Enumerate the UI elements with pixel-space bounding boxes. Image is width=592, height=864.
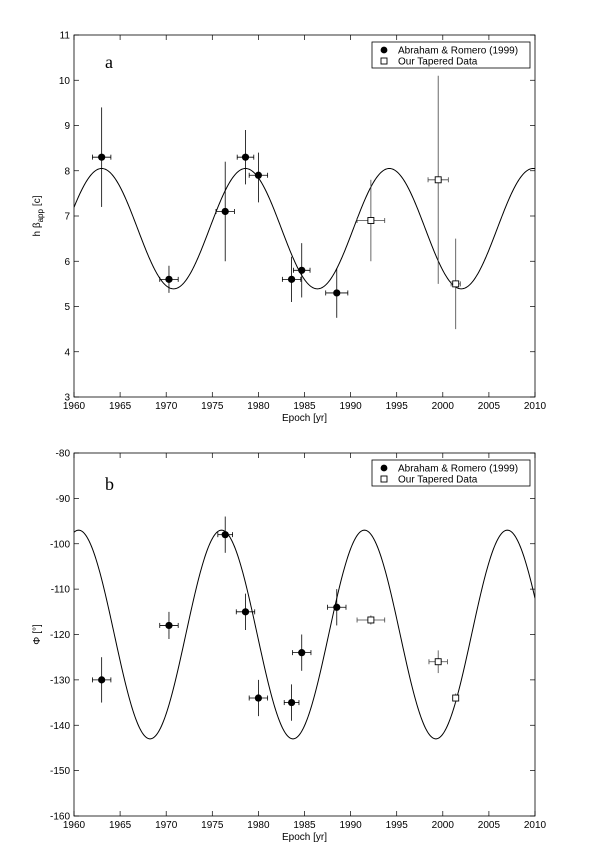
- y-axis-label-main: h β: [32, 222, 43, 236]
- data-point-abraham-romero: [287, 275, 296, 283]
- y-tick-label: 8: [64, 166, 70, 177]
- data-point-abraham-romero: [241, 608, 250, 616]
- y-axis-label: Φ [°]: [32, 624, 43, 645]
- y-axis-label-main: Φ: [32, 637, 43, 645]
- x-tick-label: 1990: [339, 401, 362, 412]
- x-tick-label: 1995: [386, 820, 409, 831]
- data-point-abraham-romero: [165, 275, 173, 283]
- y-tick-label: 7: [64, 212, 70, 223]
- y-tick-label: 5: [64, 302, 70, 313]
- y-tick-label: -150: [50, 766, 70, 777]
- x-tick-label: 2000: [432, 820, 455, 831]
- x-tick-label: 1995: [386, 401, 409, 412]
- x-tick-label: 1985: [293, 401, 316, 412]
- legend-marker-square: [380, 475, 388, 483]
- data-point-abraham-romero: [241, 153, 250, 161]
- y-tick-label: -120: [50, 630, 70, 641]
- x-tick-label: 1960: [63, 401, 86, 412]
- legend-marker-circle: [380, 46, 388, 54]
- data-point-abraham-romero: [333, 603, 341, 611]
- x-tick-label: 1965: [109, 401, 132, 412]
- data-point-abraham-romero: [221, 531, 229, 539]
- data-point-abraham-romero: [165, 621, 173, 630]
- x-tick-label: 2005: [478, 820, 501, 831]
- data-point-abraham-romero: [333, 289, 341, 297]
- y-tick-label: -100: [50, 539, 70, 550]
- data-point-abraham-romero: [254, 171, 262, 179]
- y-axis-label-sub: app: [36, 209, 45, 223]
- y-tick-label: -80: [56, 449, 71, 460]
- y-tick-label: 11: [60, 31, 71, 42]
- panel-letter: a: [105, 52, 113, 72]
- x-tick-label: 1980: [247, 401, 270, 412]
- legend-label: Abraham & Romero (1999): [398, 464, 518, 475]
- y-tick-label: -110: [51, 585, 71, 596]
- y-tick-label: -160: [50, 812, 70, 823]
- legend-marker-square: [380, 57, 388, 65]
- data-point-abraham-romero: [254, 694, 262, 702]
- x-tick-label: 1970: [155, 401, 178, 412]
- x-tick-label: 1975: [201, 820, 224, 831]
- x-axis-label: Epoch [yr]: [282, 832, 327, 843]
- data-point-abraham-romero: [298, 649, 306, 657]
- data-point-tapered: [452, 280, 460, 288]
- model-curve: [74, 529, 535, 740]
- x-axis-label: Epoch [yr]: [282, 413, 327, 424]
- legend-marker-circle: [380, 464, 388, 472]
- data-point-abraham-romero: [98, 153, 106, 161]
- x-tick-label: 1980: [247, 820, 270, 831]
- x-tick-label: 1970: [155, 820, 178, 831]
- model-curve: [74, 167, 535, 290]
- y-tick-label: 6: [64, 257, 70, 268]
- x-tick-label: 1990: [339, 820, 362, 831]
- y-axis-label: h βapp [c]: [32, 195, 45, 236]
- x-tick-label: 2010: [524, 401, 547, 412]
- y-tick-label: 10: [59, 76, 71, 87]
- data-point-abraham-romero: [98, 676, 106, 684]
- data-point-abraham-romero: [221, 207, 229, 216]
- panel-letter: b: [105, 474, 114, 494]
- legend: Abraham & Romero (1999)Our Tapered Data: [371, 459, 531, 487]
- data-point-tapered: [367, 217, 375, 224]
- x-tick-label: 2010: [524, 820, 547, 831]
- x-tick-label: 2000: [432, 401, 455, 412]
- data-point-tapered: [434, 176, 442, 184]
- data-point-tapered: [452, 694, 460, 702]
- panel-b: 1960 1965 1970 1975 1980 1985 1990 1995 2000 2005…: [32, 449, 547, 844]
- data-point-abraham-romero: [298, 266, 306, 274]
- x-tick-label: 1960: [63, 820, 86, 831]
- legend-label: Our Tapered Data: [398, 57, 478, 68]
- y-tick-label: -90: [56, 494, 71, 505]
- data-point-tapered: [434, 658, 442, 666]
- data-point-abraham-romero: [287, 698, 296, 707]
- legend-box: [371, 41, 531, 69]
- plot-frame: [73, 452, 536, 817]
- panel-a: 1960 1965 1970 1975 1980 1985 1990 1995 2000 2005…: [32, 31, 547, 425]
- y-axis-label-unit: [°]: [32, 624, 43, 634]
- y-axis-label-unit: [c]: [32, 195, 43, 206]
- legend-box: [371, 459, 531, 487]
- y-tick-label: 3: [64, 393, 70, 404]
- y-tick-label: -140: [50, 721, 70, 732]
- legend-label: Abraham & Romero (1999): [398, 46, 518, 57]
- y-tick-label: -130: [50, 675, 70, 686]
- y-tick-label: 9: [64, 121, 70, 132]
- plot-frame: [73, 34, 536, 398]
- x-tick-label: 2005: [478, 401, 501, 412]
- legend-label: Our Tapered Data: [398, 475, 478, 486]
- y-tick-label: 4: [64, 347, 70, 358]
- data-point-tapered: [367, 616, 375, 624]
- x-tick-label: 1985: [293, 820, 316, 831]
- x-tick-label: 1975: [201, 401, 224, 412]
- x-tick-label: 1965: [109, 820, 132, 831]
- legend: Abraham & Romero (1999)Our Tapered Data: [371, 41, 531, 69]
